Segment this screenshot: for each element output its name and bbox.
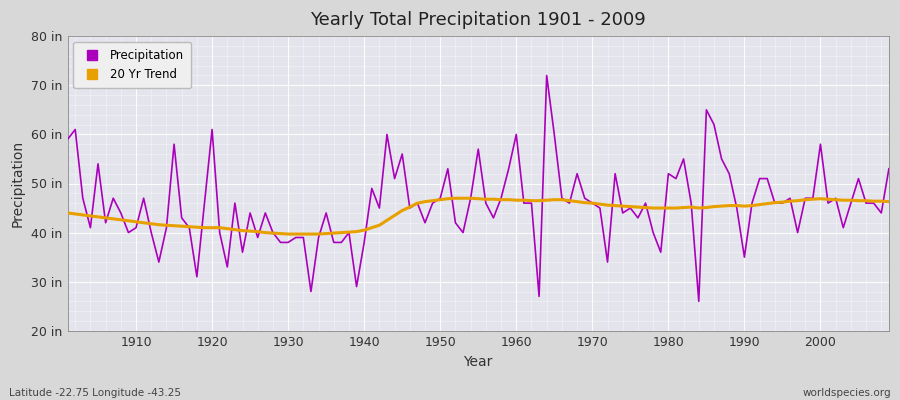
Y-axis label: Precipitation: Precipitation — [11, 140, 25, 227]
X-axis label: Year: Year — [464, 355, 493, 369]
Legend: Precipitation, 20 Yr Trend: Precipitation, 20 Yr Trend — [74, 42, 192, 88]
Text: Latitude -22.75 Longitude -43.25: Latitude -22.75 Longitude -43.25 — [9, 388, 181, 398]
Title: Yearly Total Precipitation 1901 - 2009: Yearly Total Precipitation 1901 - 2009 — [310, 11, 646, 29]
Text: worldspecies.org: worldspecies.org — [803, 388, 891, 398]
